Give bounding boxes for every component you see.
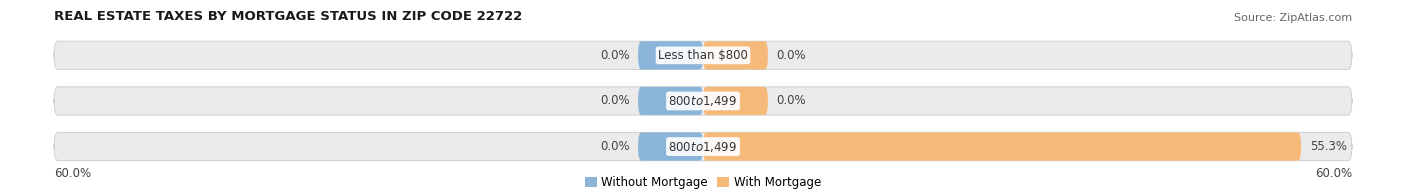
Text: 0.0%: 0.0% bbox=[600, 94, 630, 107]
Text: 60.0%: 60.0% bbox=[53, 167, 91, 180]
Text: $800 to $1,499: $800 to $1,499 bbox=[668, 94, 738, 108]
Text: 0.0%: 0.0% bbox=[600, 140, 630, 153]
FancyBboxPatch shape bbox=[638, 132, 703, 161]
Text: 0.0%: 0.0% bbox=[776, 94, 806, 107]
FancyBboxPatch shape bbox=[638, 41, 703, 69]
Text: $800 to $1,499: $800 to $1,499 bbox=[668, 140, 738, 154]
Text: Less than $800: Less than $800 bbox=[658, 49, 748, 62]
Text: 60.0%: 60.0% bbox=[1315, 167, 1353, 180]
FancyBboxPatch shape bbox=[703, 41, 768, 69]
FancyBboxPatch shape bbox=[53, 87, 1353, 115]
FancyBboxPatch shape bbox=[638, 87, 703, 115]
FancyBboxPatch shape bbox=[703, 132, 1301, 161]
Text: 0.0%: 0.0% bbox=[776, 49, 806, 62]
FancyBboxPatch shape bbox=[53, 41, 1353, 69]
Text: 0.0%: 0.0% bbox=[600, 49, 630, 62]
Legend: Without Mortgage, With Mortgage: Without Mortgage, With Mortgage bbox=[581, 171, 825, 194]
Text: REAL ESTATE TAXES BY MORTGAGE STATUS IN ZIP CODE 22722: REAL ESTATE TAXES BY MORTGAGE STATUS IN … bbox=[53, 10, 522, 22]
FancyBboxPatch shape bbox=[53, 132, 1353, 161]
Text: Source: ZipAtlas.com: Source: ZipAtlas.com bbox=[1234, 12, 1353, 22]
FancyBboxPatch shape bbox=[703, 87, 768, 115]
Text: 55.3%: 55.3% bbox=[1310, 140, 1347, 153]
